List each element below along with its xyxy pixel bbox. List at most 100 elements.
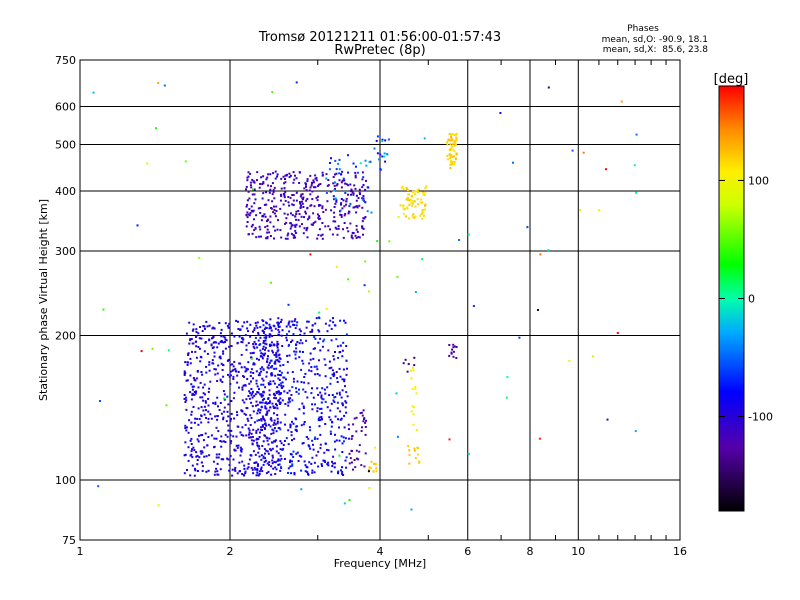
data-point xyxy=(349,222,352,225)
data-point xyxy=(222,375,225,378)
data-point xyxy=(273,407,276,409)
data-point xyxy=(259,431,261,434)
data-point xyxy=(448,438,451,441)
data-point xyxy=(275,391,278,393)
colorbar-tick-label: -100 xyxy=(748,411,773,424)
data-point xyxy=(250,432,253,435)
data-point xyxy=(282,364,285,366)
data-point xyxy=(388,240,391,243)
data-point xyxy=(230,412,233,415)
data-point xyxy=(321,387,324,390)
data-point xyxy=(335,199,338,202)
data-point xyxy=(345,203,347,206)
data-point xyxy=(199,360,202,363)
data-point xyxy=(282,203,285,206)
data-point xyxy=(424,203,427,206)
data-point xyxy=(312,179,315,182)
data-point xyxy=(335,172,338,175)
data-point xyxy=(294,232,297,234)
data-point xyxy=(220,440,223,443)
data-point xyxy=(247,427,250,430)
data-point xyxy=(265,472,268,475)
data-point xyxy=(320,234,323,237)
data-point xyxy=(210,344,213,347)
data-point xyxy=(283,212,286,215)
data-point xyxy=(320,415,323,418)
data-point xyxy=(316,213,319,216)
data-point xyxy=(261,329,264,332)
data-point xyxy=(270,281,272,284)
data-point xyxy=(228,345,231,348)
data-point xyxy=(256,321,259,324)
data-point xyxy=(202,325,205,327)
data-point xyxy=(352,192,355,195)
data-point xyxy=(399,204,402,207)
data-point xyxy=(251,392,254,395)
data-point xyxy=(451,132,454,135)
data-point xyxy=(245,225,248,228)
data-point xyxy=(376,240,379,243)
data-point xyxy=(200,337,203,340)
data-point xyxy=(330,366,333,369)
data-point xyxy=(328,360,331,363)
data-point xyxy=(308,369,311,372)
data-point xyxy=(313,471,316,474)
data-point xyxy=(257,207,260,210)
data-point xyxy=(303,216,305,219)
data-point xyxy=(402,213,405,215)
data-point xyxy=(276,404,278,407)
data-point xyxy=(208,363,211,366)
data-point xyxy=(229,363,232,366)
data-point xyxy=(370,211,373,214)
data-point xyxy=(270,417,273,420)
data-point xyxy=(410,410,413,413)
data-point xyxy=(279,459,282,462)
data-point xyxy=(200,452,203,455)
data-point xyxy=(314,373,317,376)
y-tick-label: 750 xyxy=(55,54,76,67)
data-point xyxy=(300,215,303,218)
data-point xyxy=(251,188,254,191)
data-point xyxy=(261,366,264,369)
data-point xyxy=(186,363,189,366)
data-point xyxy=(270,374,273,377)
data-point xyxy=(271,91,274,93)
data-point xyxy=(295,387,297,390)
data-point xyxy=(350,437,353,440)
data-point xyxy=(288,172,291,175)
data-point xyxy=(278,401,281,404)
data-point xyxy=(446,154,449,157)
data-point xyxy=(411,204,413,207)
data-point xyxy=(408,199,411,202)
data-point xyxy=(257,438,260,441)
data-point xyxy=(316,407,319,410)
data-point xyxy=(242,474,245,477)
data-point xyxy=(300,488,303,491)
data-point xyxy=(290,225,293,228)
data-point xyxy=(305,212,307,215)
data-point xyxy=(333,401,336,403)
data-point xyxy=(233,360,236,363)
data-point xyxy=(197,386,200,389)
data-point xyxy=(249,424,252,426)
data-point xyxy=(229,442,232,445)
data-point xyxy=(273,237,275,240)
x-tick-label: 8 xyxy=(527,545,534,558)
data-point xyxy=(366,186,369,189)
data-point xyxy=(448,344,451,346)
data-point xyxy=(269,327,272,329)
data-point xyxy=(278,331,281,334)
data-point xyxy=(342,474,345,476)
data-point xyxy=(253,421,256,424)
data-point xyxy=(201,469,204,472)
data-point xyxy=(333,206,336,208)
data-point xyxy=(266,357,269,360)
data-point xyxy=(326,463,329,466)
colorbar-tick-label: 100 xyxy=(748,174,769,187)
data-point xyxy=(277,390,280,393)
data-point xyxy=(252,439,255,442)
data-point xyxy=(235,444,238,447)
data-point xyxy=(295,191,298,194)
data-point xyxy=(255,236,258,239)
data-point xyxy=(268,401,271,404)
